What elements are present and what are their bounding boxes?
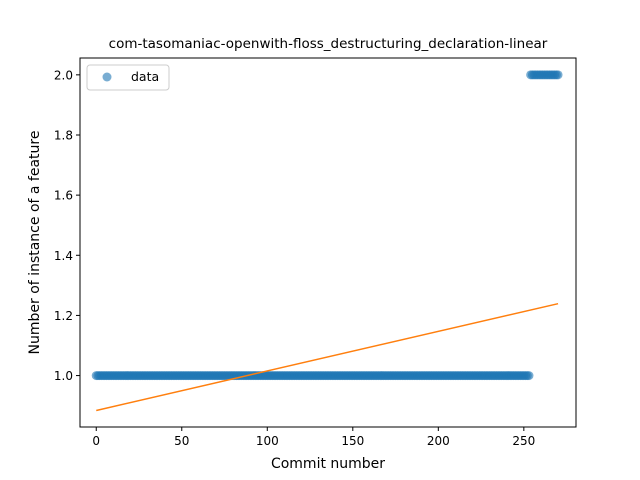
x-tick-label: 0 [92,434,100,448]
x-tick-label: 50 [174,434,189,448]
y-tick-label: 1.8 [54,128,73,142]
y-axis-label: Number of instance of a feature [27,131,43,355]
legend-label-data: data [131,69,159,84]
y-tick-label: 1.0 [54,369,73,383]
x-tick-label: 150 [341,434,364,448]
y-tick-label: 1.6 [54,189,73,203]
x-tick-label: 100 [256,434,279,448]
legend-marker-data [102,72,112,82]
y-tick-label: 1.4 [54,249,73,263]
chart-title: com-tasomaniac-openwith-floss_destructur… [109,36,548,52]
x-tick-label: 250 [512,434,535,448]
legend: data [86,64,170,91]
axes-frame [79,57,577,428]
data-point [524,371,534,381]
y-tick-label: 2.0 [54,68,73,82]
fit-line [96,302,559,412]
y-tick-label: 1.2 [54,309,73,323]
data-point [553,70,563,80]
x-axis-label: Commit number [271,456,385,472]
legend-box [86,64,170,91]
y-axis-ticks: 1.0 1.2 1.4 1.6 1.8 2.0 [54,68,80,383]
x-axis-ticks: 0 50 100 150 200 250 [92,427,535,448]
x-tick-label: 200 [427,434,450,448]
fit-lines [96,302,559,412]
